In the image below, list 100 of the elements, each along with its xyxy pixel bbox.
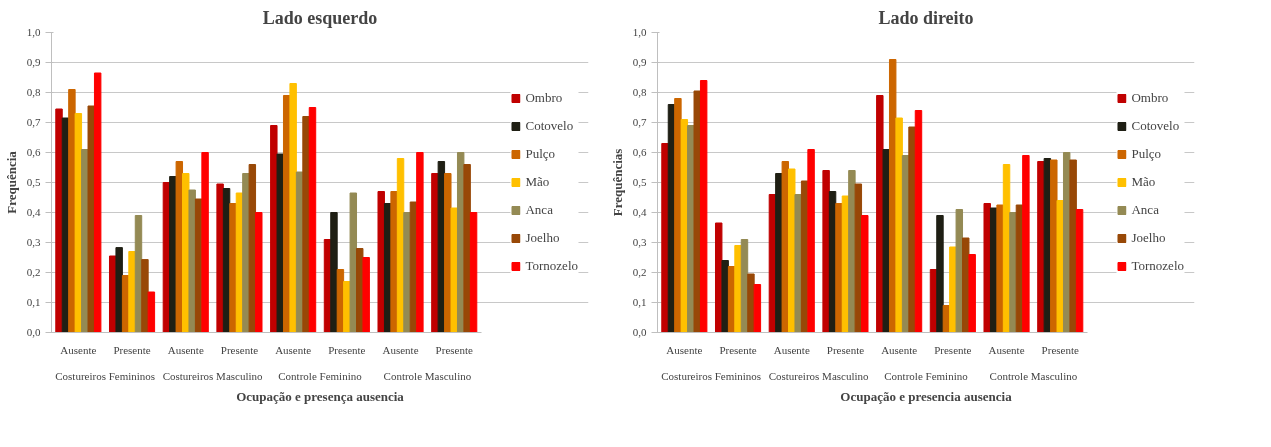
x-tick-label: Presente — [719, 343, 757, 356]
bar — [276, 153, 284, 333]
bar — [201, 152, 209, 333]
bar — [835, 203, 843, 333]
bar — [255, 212, 263, 333]
legend-label: Anca — [525, 202, 553, 218]
y-tick-label: 0,7 — [632, 116, 647, 128]
x-tick-label: Ausente — [382, 343, 419, 356]
bar — [302, 116, 310, 333]
x-tick-label: Ausente — [773, 343, 810, 356]
bar — [693, 90, 701, 333]
bar — [781, 161, 790, 333]
bar — [882, 149, 890, 333]
bar — [753, 284, 762, 333]
x-tick-label: Ausente — [60, 343, 97, 356]
bar — [416, 152, 424, 333]
bar — [390, 191, 398, 333]
text: Controle Masculino — [383, 369, 472, 382]
legend-label: Joelho — [1131, 230, 1166, 246]
bar — [747, 273, 755, 333]
x-tick-label: Presente — [220, 343, 259, 356]
bar — [147, 291, 156, 333]
legend-label: Ombro — [525, 90, 563, 106]
text: Costureiros Femininos — [661, 369, 762, 382]
bar — [1009, 212, 1017, 333]
bar — [128, 251, 136, 333]
y-axis-title: Frequência — [3, 150, 19, 214]
text: Controle Feminino — [884, 369, 969, 382]
x-tick-label: Presente — [113, 343, 151, 356]
bar — [854, 183, 863, 333]
y-tick-label: 0,7 — [26, 116, 41, 128]
legend-label: Pulço — [525, 146, 556, 162]
y-tick-label: 0,5 — [26, 176, 41, 188]
bar — [188, 189, 196, 333]
bar — [403, 212, 411, 333]
bar — [141, 259, 149, 333]
bar — [715, 222, 723, 333]
bar — [308, 107, 317, 333]
x-tick-label: Ausente — [167, 343, 204, 356]
text: Costureiros Masculino — [162, 369, 264, 382]
y-tick-label: 0,9 — [632, 56, 647, 68]
bar — [216, 183, 224, 333]
legend-label: Tornozelo — [1131, 258, 1184, 274]
y-tick-label: 0,4 — [26, 206, 41, 218]
text: Costureiros Masculino — [768, 369, 870, 382]
y-tick-label: 0,0 — [632, 326, 647, 338]
bar — [175, 161, 184, 333]
bar — [861, 215, 869, 333]
bar — [983, 203, 991, 333]
bar — [699, 80, 708, 333]
chart-title: Lado esquerdo — [262, 7, 378, 28]
bar — [721, 260, 729, 333]
bar — [914, 110, 923, 333]
legend-label: Mão — [1131, 174, 1156, 190]
x-tick-label: Presente — [328, 343, 366, 356]
bar — [1022, 155, 1030, 333]
legend-label: Mão — [525, 174, 550, 190]
y-tick-label: 0,8 — [632, 86, 647, 98]
y-tick-label: 0,1 — [632, 296, 647, 308]
legend-label: Anca — [1131, 202, 1159, 218]
legend-label: Pulço — [1131, 146, 1162, 162]
legend-label: Ombro — [1131, 90, 1169, 106]
x-axis-title: Ocupação e presença ausencia — [236, 388, 405, 404]
bar — [74, 113, 83, 333]
x-tick-label: Presente — [826, 343, 865, 356]
y-tick-label: 0,6 — [26, 146, 41, 158]
bar — [908, 126, 916, 333]
bar — [450, 207, 458, 333]
bar — [1069, 159, 1077, 333]
y-tick-label: 0,2 — [632, 266, 647, 278]
y-tick-label: 0,8 — [26, 86, 41, 98]
y-tick-label: 1,0 — [632, 26, 647, 38]
y-tick-label: 0,9 — [26, 56, 41, 68]
bar — [794, 194, 802, 333]
bar — [895, 117, 903, 333]
legend-label: Joelho — [525, 230, 560, 246]
bar — [229, 203, 237, 333]
bar — [349, 192, 358, 333]
bar — [822, 170, 830, 333]
legend-label: Cotovelo — [1131, 118, 1180, 134]
y-tick-label: 1,0 — [26, 26, 41, 38]
bar — [1075, 209, 1084, 333]
legend-label: Tornozelo — [525, 258, 578, 274]
x-tick-label: Ausente — [881, 343, 918, 356]
x-tick-label: Ausente — [275, 343, 312, 356]
bar — [362, 257, 370, 333]
text: Costureiros Femininos — [55, 369, 156, 382]
bar — [968, 254, 976, 333]
x-tick-label: Presente — [1041, 343, 1079, 356]
bar — [330, 212, 338, 333]
bar — [87, 105, 95, 333]
text: Controle Masculino — [989, 369, 1078, 382]
x-axis-title: Ocupação e presencia ausencia — [840, 388, 1013, 404]
text: Controle Feminino — [278, 369, 363, 382]
bar — [115, 247, 123, 333]
y-tick-label: 0,2 — [26, 266, 41, 278]
bar — [936, 215, 944, 333]
bar — [469, 212, 478, 333]
y-tick-label: 0,1 — [26, 296, 41, 308]
bar — [955, 209, 964, 333]
